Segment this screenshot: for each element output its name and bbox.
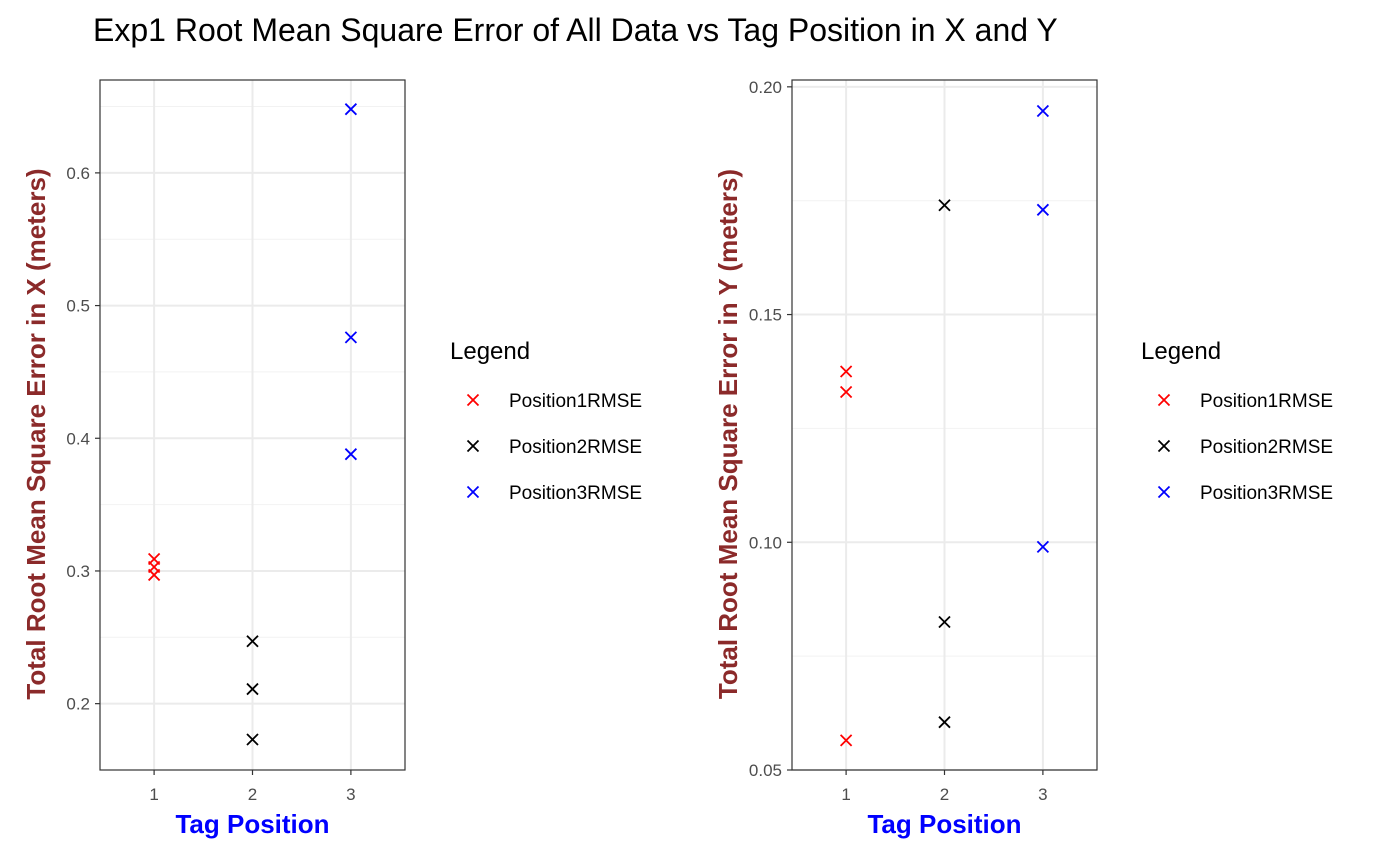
- y-tick-label: 0.5: [66, 297, 90, 316]
- y-tick-label: 0.05: [749, 761, 782, 780]
- chart-panel-2: 0.05 0.10 0.15 0.20 1 2 3 Tag Position Total Roo…: [713, 78, 1333, 839]
- data-point-position2rmse: [938, 716, 951, 729]
- legend-key-position2rmse: [1157, 439, 1171, 453]
- data-point-position3rmse: [344, 331, 358, 344]
- x-tick-label: 3: [346, 785, 355, 804]
- y-axis-title: Total Root Mean Square Error in X (meter…: [21, 168, 51, 699]
- legend-title: Legend: [1141, 338, 1221, 365]
- figure-title: Exp1 Root Mean Square Error of All Data …: [93, 12, 1058, 48]
- legend-key-position3rmse: [1157, 485, 1171, 499]
- x-tick-label: 3: [1038, 785, 1047, 804]
- data-point-position2rmse: [246, 733, 259, 746]
- legend-key-position1rmse: [1157, 393, 1171, 407]
- legend-key-position2rmse: [466, 439, 480, 453]
- y-tick-label: 0.10: [749, 533, 782, 552]
- data-point-position2rmse: [246, 635, 259, 648]
- data-point-position2rmse: [246, 682, 259, 696]
- data-point-position1rmse: [839, 385, 853, 399]
- y-tick-label: 0.4: [66, 429, 90, 448]
- x-axis-title: Tag Position: [867, 809, 1021, 839]
- x-tick-label: 2: [248, 785, 257, 804]
- y-tick-label: 0.6: [66, 164, 90, 183]
- x-tick-label: 1: [149, 785, 158, 804]
- data-point-position2rmse: [938, 615, 951, 629]
- data-point-position1rmse: [147, 568, 161, 582]
- legend-label: Position2RMSE: [1200, 437, 1333, 458]
- x-axis-title: Tag Position: [175, 809, 329, 839]
- legend-label: Position1RMSE: [1200, 391, 1333, 412]
- data-point-position2rmse: [938, 199, 951, 212]
- y-axis-title: Total Root Mean Square Error in Y (meter…: [713, 169, 743, 699]
- legend-label: Position1RMSE: [509, 391, 642, 412]
- x-tick-label: 1: [841, 785, 850, 804]
- y-tick-label: 0.15: [749, 306, 782, 325]
- data-point-position3rmse: [1036, 540, 1050, 553]
- y-tick-label: 0.3: [66, 562, 90, 581]
- x-tick-label: 2: [940, 785, 949, 804]
- y-tick-label: 0.20: [749, 78, 782, 97]
- data-point-position1rmse: [839, 734, 853, 747]
- legend-label: Position3RMSE: [509, 483, 642, 504]
- data-point-position3rmse: [1036, 104, 1050, 118]
- data-point-position3rmse: [344, 448, 358, 461]
- legend: Legend Position1RMSE Position2RMSE Position…: [1141, 338, 1333, 504]
- data-point-position3rmse: [1036, 203, 1050, 216]
- chart-panel-1: 0.2 0.3 0.4 0.5 0.6 1 2 3 Tag Position Total Root…: [21, 79, 642, 839]
- data-point-position3rmse: [344, 103, 358, 116]
- legend: Legend Position1RMSE Position2RMSE Position…: [450, 338, 642, 504]
- y-tick-label: 0.2: [66, 695, 90, 714]
- legend-label: Position3RMSE: [1200, 483, 1333, 504]
- legend-title: Legend: [450, 338, 530, 365]
- legend-key-position1rmse: [466, 393, 480, 407]
- legend-label: Position2RMSE: [509, 437, 642, 458]
- legend-key-position3rmse: [466, 485, 480, 499]
- data-point-position1rmse: [839, 365, 853, 378]
